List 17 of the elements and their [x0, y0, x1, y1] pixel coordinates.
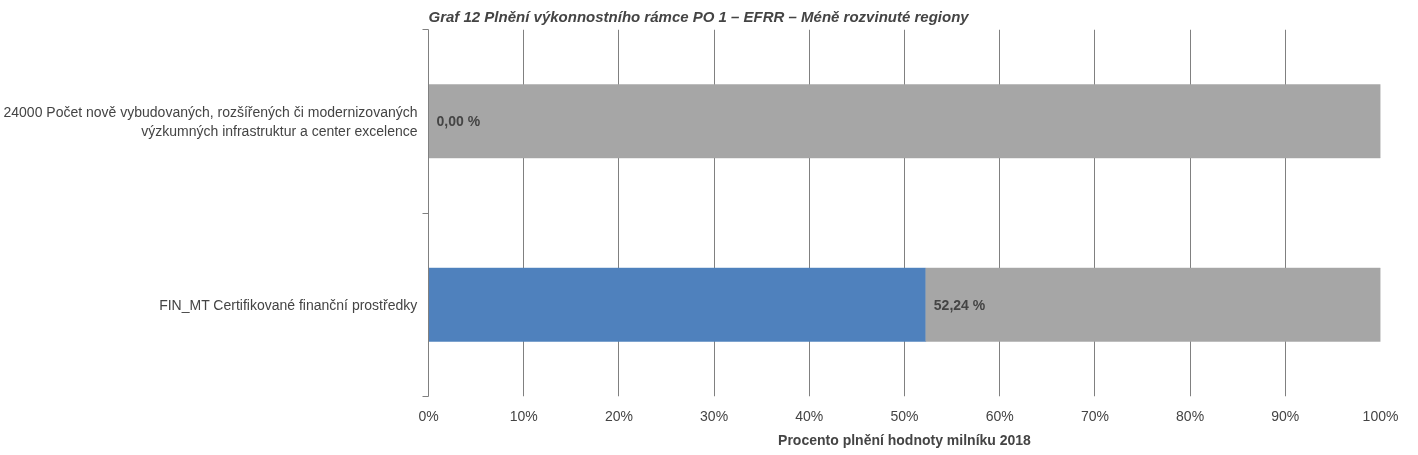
y-tick-label: FIN_MT Certifikované finanční prostředky	[159, 296, 418, 313]
x-tick-label: 40%	[795, 407, 824, 424]
x-tick-label: 30%	[700, 407, 729, 424]
x-tick-label: 10%	[509, 407, 538, 424]
x-tick-label: 70%	[1080, 407, 1109, 424]
x-tick-label: 20%	[604, 407, 633, 424]
x-tick-label: 80%	[1176, 407, 1205, 424]
y-tick-label: 24000 Počet nově vybudovaných, rozšířených či modernizovaných výzkumných infrastruktur a center excelence	[3, 103, 418, 139]
x-axis-title: Procento plnění hodnoty milníku 2018	[778, 431, 1032, 448]
x-tick-label: 100%	[1362, 407, 1399, 424]
x-tick-label: 60%	[985, 407, 1014, 424]
chart-title: Graf 12 Plnění výkonnostního rámce PO 1 – EFRR – Méně rozvinuté regiony	[428, 7, 970, 25]
data-label: 52,24 %	[933, 296, 986, 313]
x-tick-label: 0%	[418, 407, 439, 424]
data-label: 0,00 %	[436, 113, 481, 130]
x-tick-label: 90%	[1271, 407, 1300, 424]
x-tick-label: 50%	[890, 407, 919, 424]
